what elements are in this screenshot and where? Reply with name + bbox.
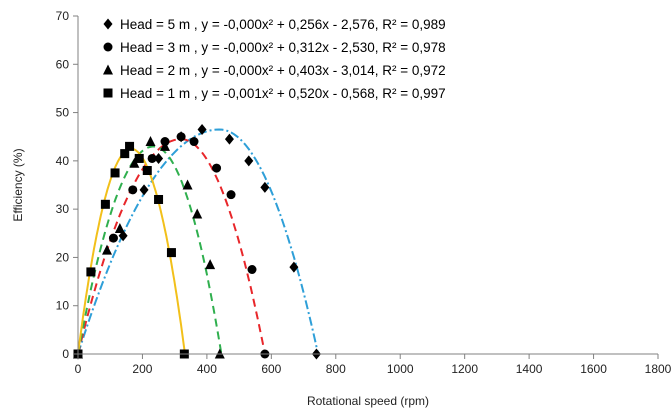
- legend-label-series-3: Head = 2 m , y = -0,000x² + 0,403x - 3,0…: [120, 63, 446, 78]
- y-tick-label: 30: [56, 202, 70, 216]
- data-point-series-4: [100, 199, 110, 209]
- x-tick-label: 1200: [451, 362, 478, 376]
- y-axis-title: Efficiency (%): [11, 148, 25, 221]
- data-point-series-2: [108, 233, 118, 243]
- x-tick-label: 1400: [516, 362, 543, 376]
- legend-label-series-2: Head = 3 m , y = -0,000x² + 0,312x - 2,5…: [120, 40, 446, 55]
- data-point-series-3: [160, 140, 170, 151]
- y-tick-label: 10: [56, 299, 70, 313]
- y-tick-label: 50: [56, 106, 70, 120]
- data-point-series-1: [154, 152, 164, 164]
- data-point-series-4: [154, 194, 164, 204]
- data-point-series-3: [102, 244, 112, 255]
- data-point-series-1: [289, 261, 299, 273]
- data-point-series-2: [212, 163, 222, 173]
- data-point-series-2: [176, 132, 186, 142]
- legend-label-series-4: Head = 1 m , y = -0,001x² + 0,520x - 0,5…: [120, 86, 446, 101]
- data-point-series-2: [128, 185, 138, 195]
- legend-marker-series-4: [103, 88, 113, 98]
- data-point-series-1: [260, 181, 270, 193]
- y-tick-label: 40: [56, 154, 70, 168]
- data-point-series-3: [129, 157, 140, 168]
- data-point-series-3: [205, 259, 216, 270]
- y-tick-label: 0: [62, 347, 69, 361]
- data-point-series-2: [189, 137, 199, 147]
- data-point-series-3: [192, 208, 203, 219]
- data-point-series-4: [86, 267, 96, 277]
- data-point-series-2: [226, 190, 236, 200]
- x-tick-label: 1000: [387, 362, 414, 376]
- data-point-series-2: [247, 265, 257, 274]
- data-point-series-4: [110, 168, 120, 178]
- legend-label-series-1: Head = 5 m , y = -0,000x² + 0,256x - 2,5…: [120, 17, 446, 32]
- legend-marker-series-1: [103, 18, 113, 30]
- x-tick-label: 800: [326, 362, 346, 376]
- x-tick-label: 400: [197, 362, 217, 376]
- data-point-series-1: [244, 155, 254, 167]
- data-point-series-3: [145, 136, 156, 147]
- x-axis-title: Rotational speed (rpm): [307, 394, 429, 408]
- data-point-series-4: [142, 166, 152, 176]
- x-tick-label: 1800: [645, 362, 672, 376]
- data-point-series-1: [139, 184, 149, 196]
- x-tick-label: 200: [132, 362, 152, 376]
- legend-marker-series-3: [103, 64, 113, 75]
- x-tick-label: 1600: [580, 362, 607, 376]
- data-point-series-3: [114, 222, 125, 233]
- data-point-series-3: [182, 179, 193, 190]
- y-tick-label: 20: [56, 250, 70, 264]
- y-tick-label: 60: [56, 57, 70, 71]
- fit-curve-series-1: [77, 128, 320, 355]
- data-point-series-1: [224, 133, 234, 145]
- data-point-series-4: [125, 141, 135, 151]
- x-tick-label: 600: [261, 362, 281, 376]
- ticks: 0 200 400 600 800 1000 1200 1400 1600 1800 0 10 20 30…: [56, 9, 672, 376]
- fit-curve-series-3: [77, 145, 223, 355]
- y-tick-label: 70: [56, 9, 70, 23]
- fit-curve-series-2: [77, 138, 266, 355]
- data-point-series-4: [134, 153, 144, 163]
- legend-marker-series-2: [103, 42, 113, 52]
- axes: [77, 16, 658, 355]
- data-point-series-2: [147, 153, 157, 163]
- legend: Head = 5 m , y = -0,000x² + 0,256x - 2,5…: [103, 17, 446, 101]
- x-tick-label: 0: [75, 362, 82, 376]
- data-point-series-4: [166, 248, 176, 258]
- data-point-series-1: [197, 123, 207, 135]
- data-point-series-4: [120, 149, 130, 159]
